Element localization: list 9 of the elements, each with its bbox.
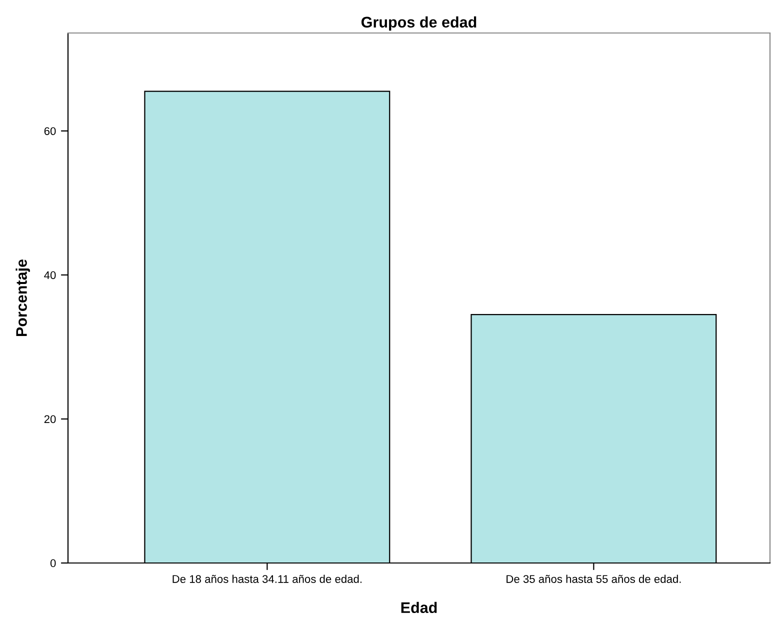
x-tick-label: De 35 años hasta 55 años de edad.: [506, 574, 681, 583]
y-tick-label: 40: [44, 271, 56, 280]
x-tick-label: De 18 años hasta 34.11 años de edad.: [172, 574, 362, 583]
y-tick-label: 20: [44, 415, 56, 424]
y-tick-label: 0: [50, 559, 56, 568]
chart-title: Grupos de edad: [361, 16, 476, 31]
y-axis-title: Porcentaje: [16, 259, 30, 336]
x-axis-title: Edad: [401, 602, 437, 614]
y-tick-label: 60: [44, 127, 56, 136]
